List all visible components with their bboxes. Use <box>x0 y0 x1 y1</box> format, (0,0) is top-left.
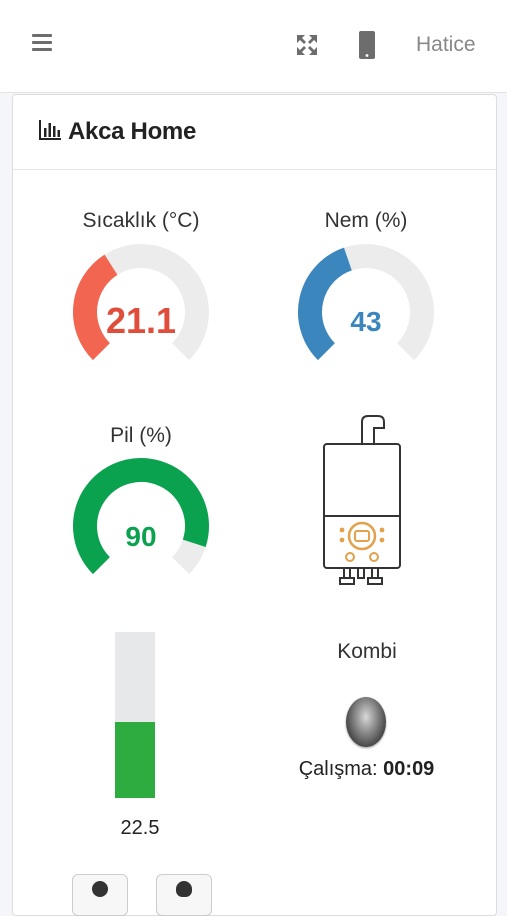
level-bar <box>115 632 155 798</box>
battery-label: Pil (%) <box>110 424 172 447</box>
level-bar-value: 22.5 <box>120 817 160 839</box>
control-button-2[interactable] <box>156 874 212 916</box>
card-title: Akca Home <box>68 118 197 145</box>
level-bar-fill <box>115 721 155 798</box>
status-lamp <box>346 697 386 747</box>
expand-icon[interactable] <box>295 33 319 57</box>
runtime-label: Çalışma: <box>298 758 378 780</box>
username[interactable]: Hatice <box>416 33 476 56</box>
kombi-label: Kombi <box>337 640 397 663</box>
humidity-gauge <box>298 244 434 361</box>
card-header: Akca Home <box>13 95 496 170</box>
button-icon <box>176 881 192 897</box>
temperature-gauge <box>73 244 209 361</box>
mobile-icon[interactable] <box>358 31 376 59</box>
humidity-label: Nem (%) <box>324 209 408 232</box>
button-icon <box>92 881 108 897</box>
temperature-value: 21.1 <box>105 300 177 341</box>
menu-icon[interactable] <box>32 34 54 52</box>
humidity-value: 43 <box>350 306 382 337</box>
top-bar: Hatice <box>0 0 507 93</box>
battery-value: 90 <box>125 521 157 552</box>
boiler-icon <box>323 415 401 585</box>
bar-chart-icon <box>39 120 61 140</box>
control-button-1[interactable] <box>72 874 128 916</box>
temperature-label: Sıcaklık (°C) <box>82 209 200 232</box>
battery-gauge <box>73 458 209 575</box>
runtime-text: Çalışma: 00:09 <box>284 758 449 781</box>
runtime-value: 00:09 <box>383 758 435 780</box>
